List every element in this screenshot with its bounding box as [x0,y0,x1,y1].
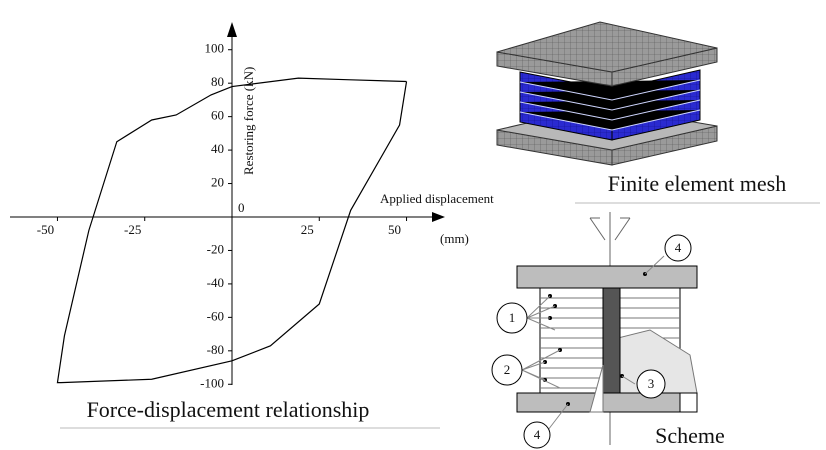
y-tick-label: 60 [211,108,224,123]
x-arrow [432,212,445,222]
y-tick-label: 0 [238,200,245,215]
figure: Applied displacement (mm) Restoring forc… [0,0,826,450]
scheme-label: 3 [648,376,655,391]
scheme-label: 1 [509,310,516,325]
y-arrow [227,22,237,37]
scheme-label: 4 [675,240,682,255]
y-tick-label: -40 [207,275,224,290]
mesh-caption: Finite element mesh [608,171,786,196]
scheme-drawing [492,212,697,448]
chart-caption: Force-displacement relationship [87,397,370,422]
x-axis-unit: (mm) [440,231,469,246]
x-tick-label: -25 [124,222,141,237]
scheme-caption: Scheme [655,423,725,448]
y-tick-label: -60 [207,308,224,323]
fe-mesh [497,22,717,165]
y-tick-label: 20 [211,175,224,190]
scheme-label: 4 [534,427,541,442]
x-tick-label: 25 [301,222,314,237]
y-tick-label: 40 [211,141,224,156]
y-tick-label: -80 [207,342,224,357]
scheme-label: 2 [504,362,511,377]
y-tick-label: 80 [211,74,224,89]
y-tick-label: 100 [205,41,225,56]
x-tick-label: 50 [388,222,401,237]
x-axis-label: Applied displacement [380,191,494,206]
y-tick-label: -100 [200,375,224,390]
x-tick-label: -50 [37,222,54,237]
y-axis-label: Restoring force (kN) [241,67,256,175]
y-tick-label: -20 [207,241,224,256]
